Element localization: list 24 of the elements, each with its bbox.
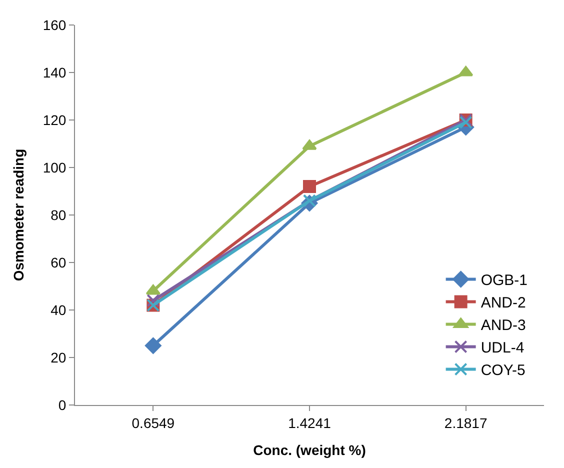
legend-label: AND-3 (480, 317, 526, 334)
legend-label: COY-5 (480, 362, 526, 380)
y-tick-label: 160 (42, 16, 66, 33)
x-axis-title: Conc. (weight %) (253, 442, 366, 458)
legend-label: OGB-1 (480, 272, 528, 290)
point (146, 294, 160, 307)
y-tick-label: 60 (50, 254, 66, 270)
x-tick-label: 2.1817 (444, 414, 488, 431)
point (303, 180, 316, 193)
y-tick-label: 0 (58, 396, 66, 413)
point (302, 140, 317, 150)
y-tick-label: 140 (42, 64, 66, 80)
x-tick-label: 1.4241 (288, 414, 332, 431)
point (145, 337, 162, 354)
y-tick-label: 40 (50, 302, 66, 318)
x-tick-label: 0.6549 (132, 414, 175, 431)
legend-label: UDL-4 (480, 340, 524, 357)
point (459, 116, 472, 129)
y-tick-label: 80 (50, 206, 66, 223)
y-tick-label: 20 (50, 349, 66, 366)
y-tick-label: 120 (42, 112, 66, 128)
y-tick-label: 100 (42, 159, 66, 176)
legend-label: AND-2 (480, 294, 526, 312)
y-axis-title: Osmometer reading (10, 148, 26, 282)
